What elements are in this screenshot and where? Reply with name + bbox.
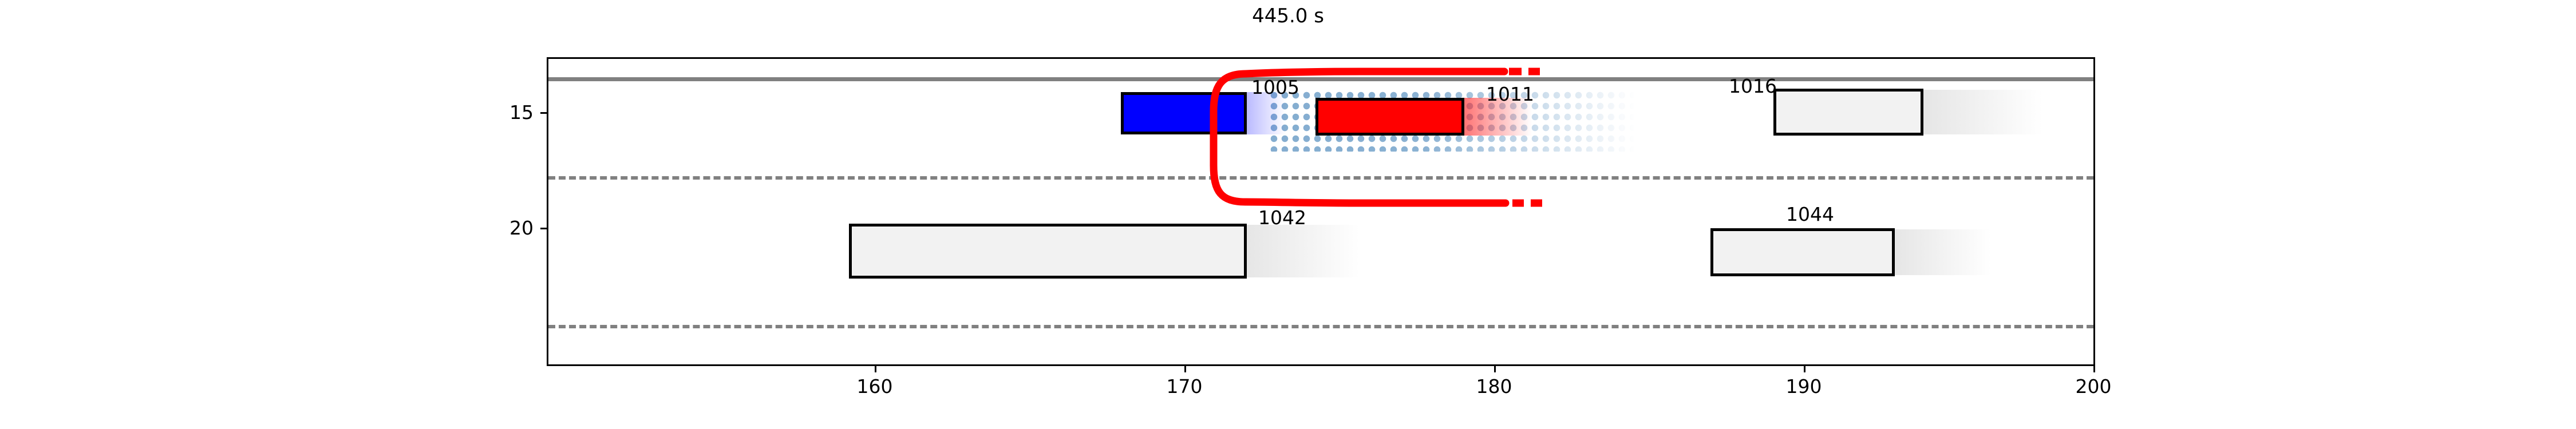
- trajectory-upper-solid: [1242, 67, 1508, 78]
- xtick-mark-160: [875, 366, 876, 372]
- ytick-mark-15: [540, 112, 547, 114]
- plot-title: 445.0 s: [1252, 5, 1324, 27]
- xtick-label-160: 160: [856, 375, 893, 398]
- vehicle-box-1016: [1773, 89, 1923, 136]
- vehicle-tail-1005: [1246, 92, 1286, 134]
- trajectory-lower-solid: [1242, 198, 1510, 207]
- vehicle-label-1042: 1042: [1258, 206, 1306, 229]
- lane-divider-dashed-lower: [548, 325, 2093, 328]
- vehicle-label-1044: 1044: [1786, 203, 1834, 225]
- ego-trajectory: [1210, 67, 1542, 207]
- vehicle-box-1044: [1710, 228, 1895, 276]
- vehicle-tail-1011: [1463, 98, 1532, 136]
- vehicle-box-1042: [849, 224, 1247, 279]
- xtick-label-200: 200: [2075, 375, 2112, 398]
- xtick-label-180: 180: [1476, 375, 1512, 398]
- ytick-label-15: 15: [509, 101, 534, 124]
- vehicle-box-1005: [1121, 92, 1247, 134]
- vehicle-tail-1042: [1245, 225, 1360, 277]
- xtick-label-170: 170: [1166, 375, 1203, 398]
- xtick-mark-190: [1804, 366, 1805, 372]
- vehicle-label-1011: 1011: [1486, 83, 1534, 105]
- lane-divider-dashed-upper: [548, 176, 2093, 180]
- ytick-label-20: 20: [509, 217, 534, 239]
- plot-axes: 1005 1011 1016 1042 1044: [547, 57, 2095, 366]
- vehicle-label-1016: 1016: [1729, 75, 1777, 97]
- vehicle-box-1011: [1315, 98, 1464, 136]
- vehicle-tail-1044: [1894, 229, 1991, 275]
- trajectory-lane-change-connector: [1210, 70, 1250, 206]
- xtick-mark-180: [1494, 366, 1496, 372]
- road-edge-solid-line: [548, 77, 2093, 81]
- ytick-mark-20: [540, 228, 547, 229]
- xtick-mark-170: [1184, 366, 1186, 372]
- xtick-label-190: 190: [1785, 375, 1822, 398]
- xtick-mark-200: [2093, 366, 2095, 372]
- vehicle-tail-1016: [1922, 90, 2042, 134]
- vehicle-label-1005: 1005: [1251, 76, 1299, 98]
